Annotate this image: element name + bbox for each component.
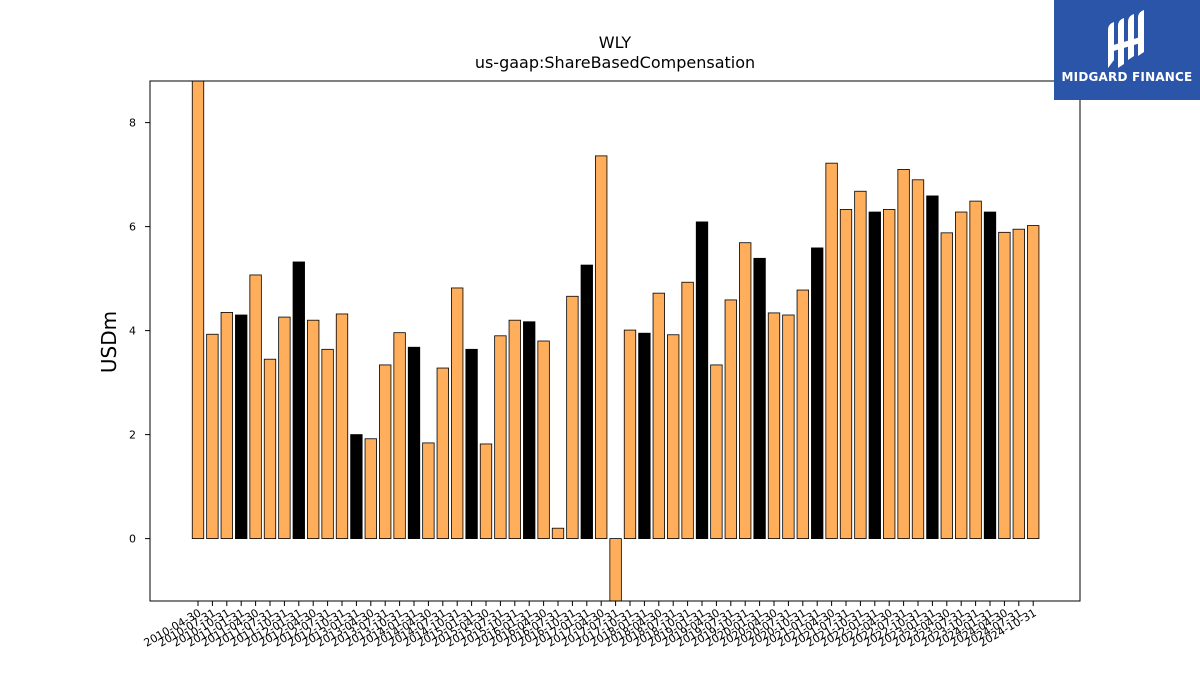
y-tick-label-6: 6 <box>129 221 136 234</box>
bar-2017-10-31 <box>623 329 637 539</box>
chart-title: WLY <box>599 33 632 52</box>
bar-2023-04-30 <box>940 232 953 540</box>
bar-2021-10-31 <box>854 190 867 539</box>
logo-text: MIDGARD FINANCE <box>1061 70 1193 84</box>
bar-2022-10-31 <box>911 179 925 539</box>
plot-frame <box>149 80 1081 602</box>
bar-2022-04-30 <box>883 209 896 540</box>
y-tick-label-8: 8 <box>129 117 136 130</box>
bar-2024-10-31 <box>1027 225 1040 540</box>
bar-2023-01-31 <box>926 195 939 539</box>
y-axis: 0 2 4 6 8 <box>129 117 150 546</box>
bar-2015-07-31 <box>494 335 507 539</box>
bar-2018-10-31 <box>681 281 694 539</box>
x-axis: 2010-04-302010-07-312010-10-312011-01-31… <box>142 601 1039 650</box>
bar-2016-07-31 <box>551 527 565 540</box>
bar-2014-07-31 <box>436 367 449 540</box>
bar-2019-01-31 <box>695 221 709 539</box>
bar-2022-01-31 <box>868 211 881 539</box>
bar-2021-07-31 <box>839 209 853 540</box>
bar-2019-04-30 <box>710 364 723 540</box>
bar-2024-01-31 <box>983 211 997 539</box>
bar-2020-01-31 <box>753 257 766 540</box>
bar-2020-04-30 <box>767 312 781 540</box>
y-tick-label-4: 4 <box>129 325 136 338</box>
bar-2012-10-31 <box>335 313 349 539</box>
bar-2016-04-30 <box>537 340 550 540</box>
bar-2020-10-31 <box>796 289 809 540</box>
bar-2010-10-31 <box>220 311 233 539</box>
bar-2011-01-31 <box>235 314 248 540</box>
y-tick-label-0: 0 <box>129 533 136 546</box>
bar-2021-01-31 <box>811 247 824 539</box>
bar-2012-07-31 <box>321 348 334 540</box>
bar-2023-07-31 <box>955 211 968 539</box>
bar-2020-07-31 <box>782 314 795 540</box>
bar-2013-07-31 <box>379 364 392 540</box>
bar-2012-04-30 <box>307 319 320 540</box>
bar-2016-10-31 <box>566 295 579 540</box>
bar-2018-07-31 <box>667 334 680 540</box>
bar-2014-01-31 <box>407 346 421 539</box>
bar-2022-07-31 <box>897 168 910 540</box>
midgard-finance-logo: MIDGARD FINANCE <box>1054 0 1200 100</box>
bar-2010-07-31 <box>206 333 219 539</box>
bar-2018-04-30 <box>652 292 665 540</box>
bar-2024-07-31 <box>1012 228 1025 539</box>
y-axis-label: USDm <box>97 311 121 373</box>
bar-2015-04-30 <box>479 443 493 539</box>
bar-2013-01-31 <box>350 434 363 540</box>
midgard-logo-icon <box>1108 10 1144 68</box>
chart-subtitle: us-gaap:ShareBasedCompensation <box>475 53 755 72</box>
bar-2014-10-31 <box>451 287 464 539</box>
bar-2012-01-31 <box>292 261 305 540</box>
bar-2014-04-30 <box>422 442 435 540</box>
bar-2024-04-30 <box>998 231 1011 540</box>
bar-2011-07-31 <box>263 358 277 540</box>
bar-2013-04-30 <box>364 438 377 540</box>
bar-2021-04-30 <box>825 162 838 540</box>
bar-2016-01-31 <box>523 321 536 540</box>
bar-2013-10-31 <box>393 332 406 539</box>
bar-2015-01-31 <box>465 348 478 540</box>
bar-2023-10-31 <box>969 200 982 540</box>
bar-2017-07-31 <box>609 538 622 602</box>
bar-2017-04-30 <box>595 155 608 540</box>
bar-series <box>191 80 1040 602</box>
bar-2011-10-31 <box>278 316 291 539</box>
bar-2010-04-30 <box>191 80 205 540</box>
bar-2019-10-31 <box>739 242 752 540</box>
bar-2015-10-31 <box>508 319 521 540</box>
bar-2011-04-30 <box>249 274 262 540</box>
bar-2017-01-31 <box>580 264 593 539</box>
y-tick-label-2: 2 <box>129 429 136 442</box>
bar-2019-07-31 <box>724 299 737 540</box>
bar-2018-01-31 <box>638 332 651 540</box>
